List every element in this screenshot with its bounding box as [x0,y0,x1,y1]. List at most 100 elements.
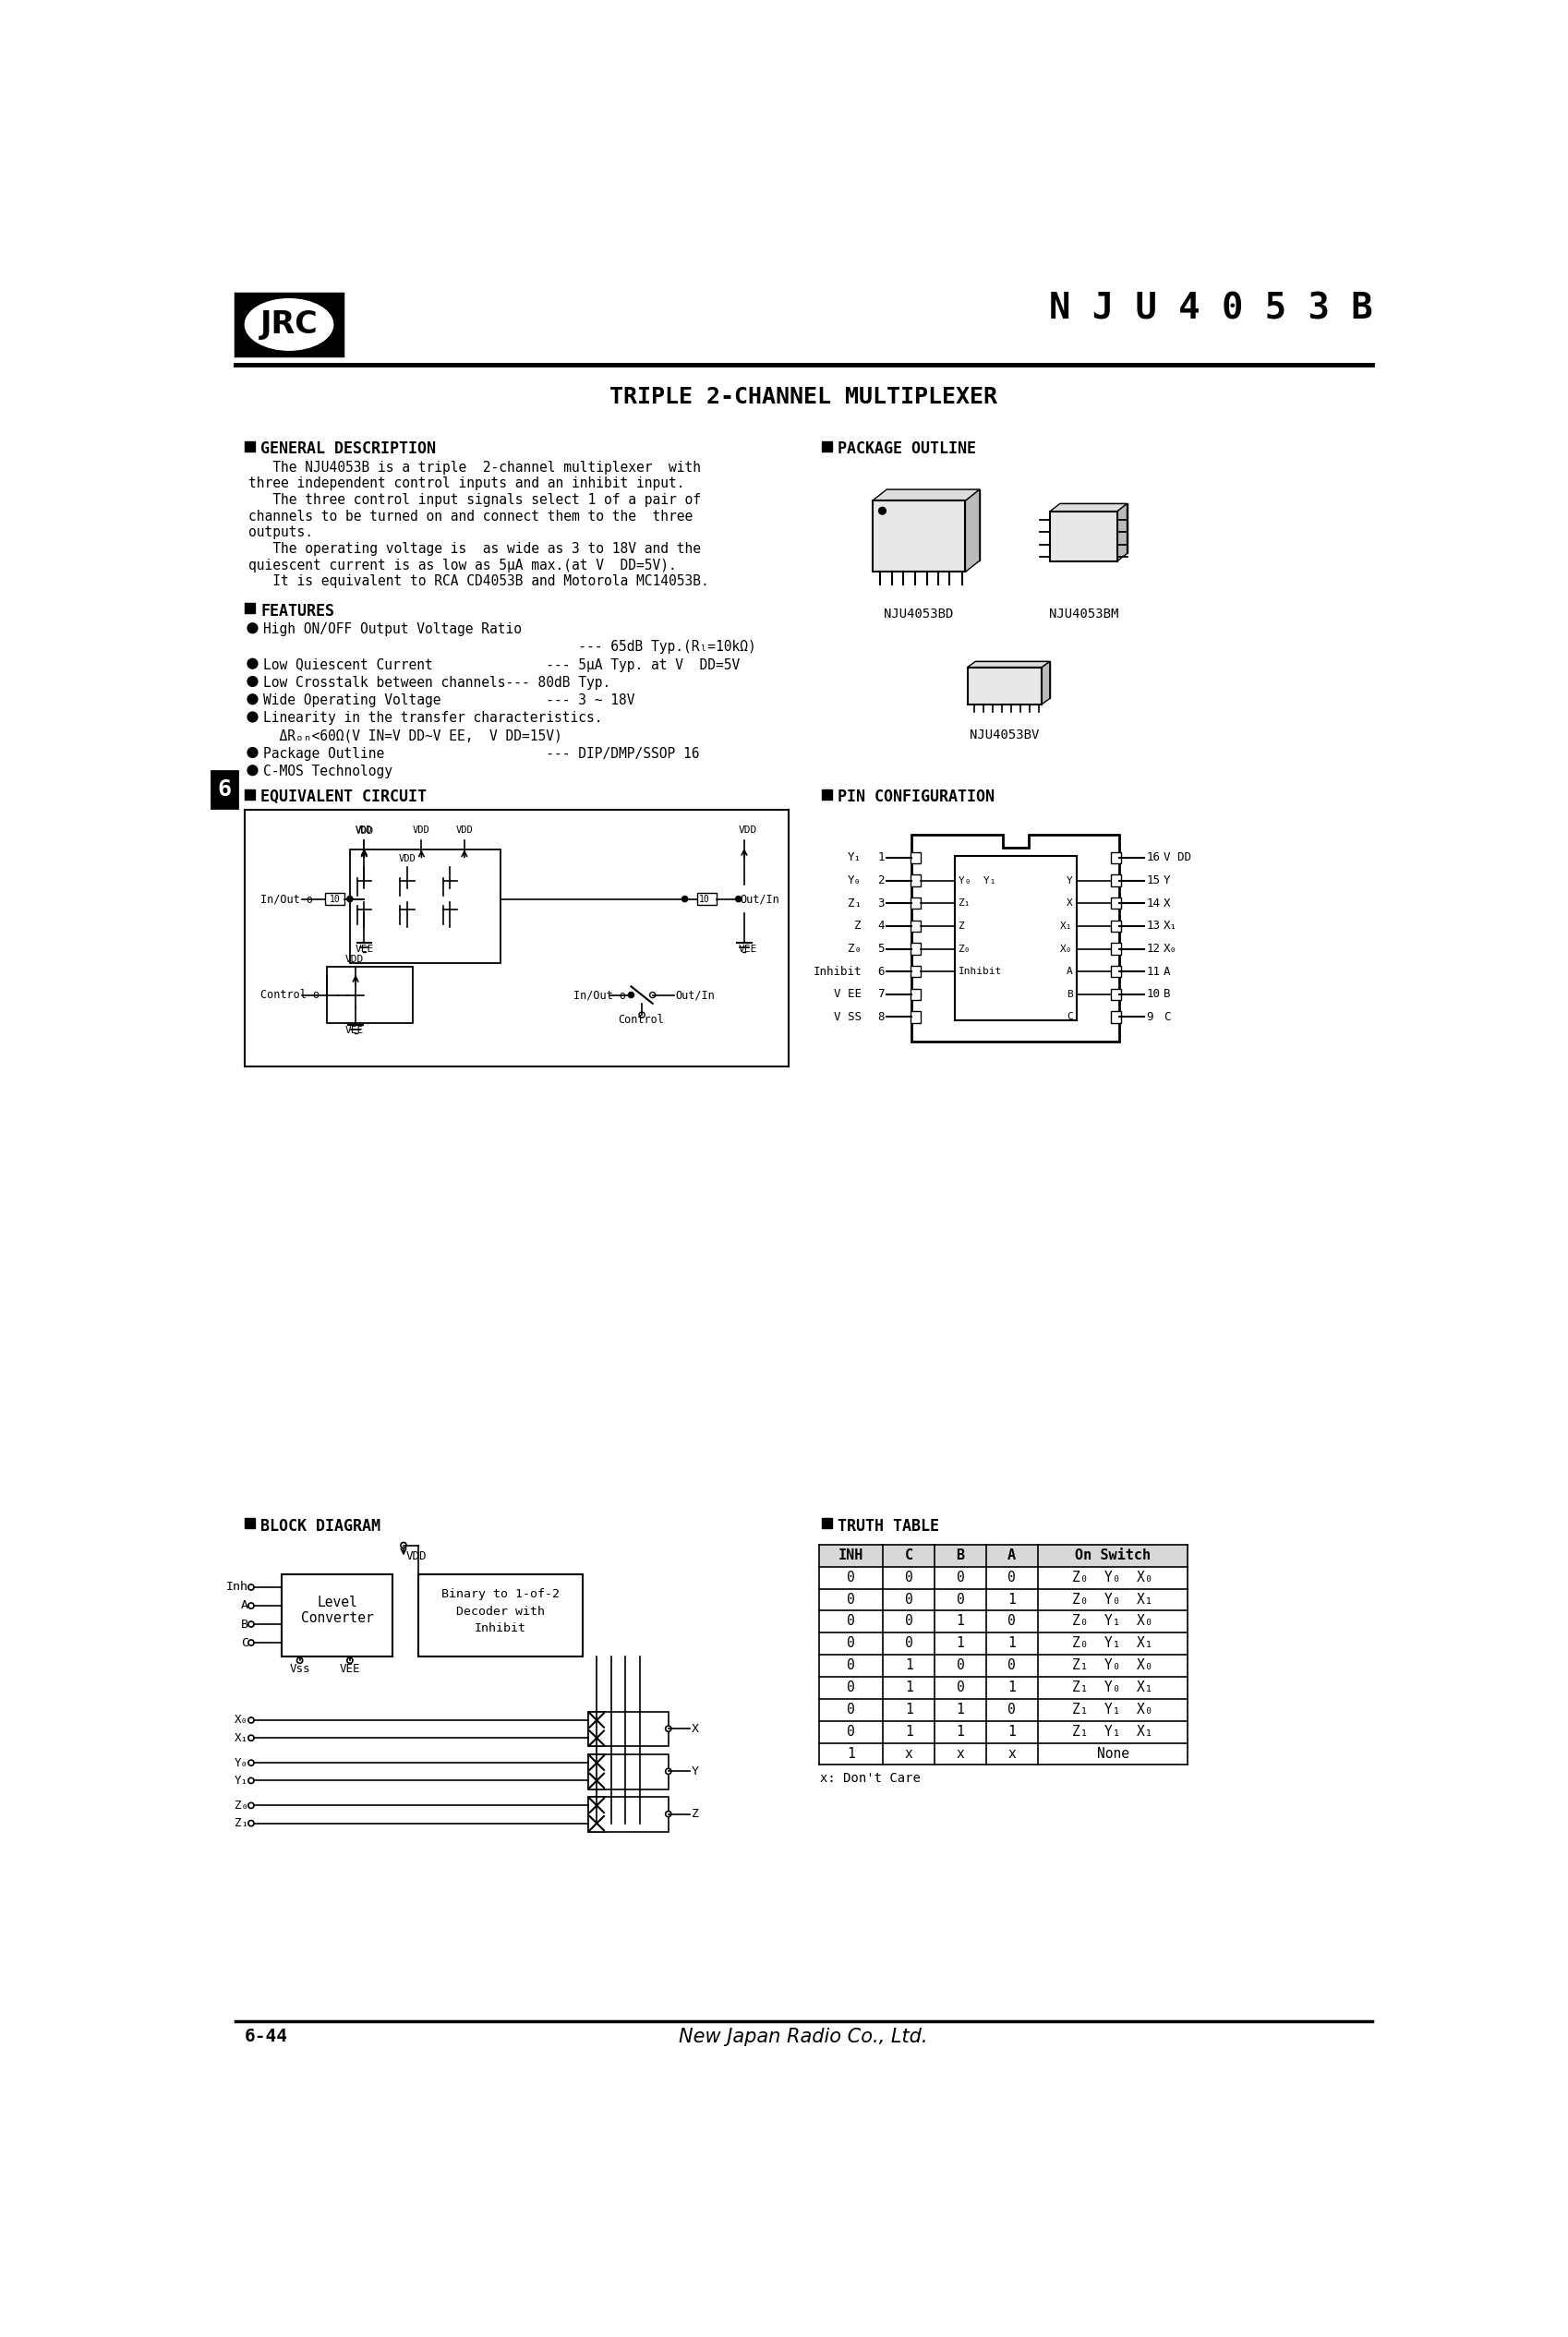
Text: C: C [241,1636,248,1648]
Text: 0: 0 [905,1615,913,1629]
Text: 1: 1 [905,1680,913,1694]
Text: 3: 3 [878,897,884,909]
Text: A: A [1163,965,1170,977]
Text: 1: 1 [1008,1725,1016,1739]
Text: 15: 15 [1146,874,1160,886]
Text: 0: 0 [1008,1615,1016,1629]
Text: 10: 10 [1146,989,1160,1000]
Text: Z₁: Z₁ [848,897,861,909]
Text: 9: 9 [1146,1012,1154,1024]
Polygon shape [1116,505,1127,561]
Text: 0: 0 [847,1659,855,1673]
Bar [1110,944,1121,953]
Text: B: B [241,1617,248,1631]
Text: channels to be turned on and connect them to the  three: channels to be turned on and connect the… [248,509,693,523]
Text: VDD: VDD [345,956,364,965]
Text: Wide Operating Voltage             --- 3 ~ 18V: Wide Operating Voltage --- 3 ~ 18V [263,694,635,708]
Circle shape [665,1811,671,1816]
Bar [328,968,412,1024]
Text: A: A [1066,968,1073,977]
Bar [911,965,920,977]
Text: 0: 0 [847,1704,855,1715]
Bar [245,603,254,612]
Circle shape [665,1725,671,1732]
Circle shape [248,748,257,757]
Bar [282,1575,394,1657]
Circle shape [248,1603,254,1608]
Bar [588,1816,605,1832]
Text: X₀: X₀ [1163,942,1178,956]
Bar [822,1519,833,1528]
Text: 1: 1 [905,1725,913,1739]
Text: B: B [1163,989,1170,1000]
Text: three independent control inputs and an inhibit input.: three independent control inputs and an … [248,477,685,491]
Text: Z₁  Y₀  X₁: Z₁ Y₀ X₁ [1073,1680,1152,1694]
Text: 1: 1 [1008,1591,1016,1606]
Polygon shape [975,661,1051,699]
Text: Z₀: Z₀ [958,944,971,953]
Text: 1: 1 [1008,1680,1016,1694]
Text: C: C [905,1549,913,1561]
Bar [911,944,920,953]
Text: VDD: VDD [456,825,474,834]
Circle shape [248,624,257,633]
Text: In/Out o: In/Out o [574,989,627,1000]
Text: X: X [1163,897,1170,909]
Text: 1: 1 [847,1746,855,1760]
Bar [911,921,920,932]
Text: The NJU4053B is a triple  2-channel multiplexer  with: The NJU4053B is a triple 2-channel multi… [248,460,701,474]
Text: --- 65dB Typ.(Rₗ=10kΩ): --- 65dB Typ.(Rₗ=10kΩ) [263,640,756,654]
Circle shape [735,895,742,902]
Bar [1110,1012,1121,1024]
Circle shape [878,507,886,514]
Text: INH: INH [839,1549,864,1561]
Text: Y₀: Y₀ [848,874,861,886]
Polygon shape [872,488,980,500]
Text: Level: Level [317,1596,358,1610]
Bar [588,1755,605,1771]
Text: V EE: V EE [834,989,861,1000]
Circle shape [336,993,340,998]
Text: Z₀  Y₀  X₀: Z₀ Y₀ X₀ [1073,1570,1152,1584]
Text: VDD: VDD [412,825,430,834]
Text: JRC: JRC [260,308,318,339]
Polygon shape [967,666,1041,703]
Text: PIN CONFIGURATION: PIN CONFIGURATION [837,790,996,806]
Text: Z₀  Y₀  X₁: Z₀ Y₀ X₁ [1073,1591,1152,1606]
Text: NJU4053BD: NJU4053BD [884,608,953,619]
Text: In/Out o: In/Out o [260,893,314,904]
Text: VDD: VDD [398,855,416,862]
Text: 0: 0 [847,1591,855,1606]
Text: 0: 0 [956,1570,964,1584]
Text: Low Quiescent Current              --- 5μA Typ. at V  DD=5V: Low Quiescent Current --- 5μA Typ. at V … [263,659,740,671]
Text: 0: 0 [956,1591,964,1606]
Text: 13: 13 [1146,921,1160,932]
Bar [325,893,345,904]
Text: 5: 5 [878,942,884,956]
Circle shape [665,1769,671,1774]
Text: Binary to 1-of-2: Binary to 1-of-2 [441,1589,560,1601]
Text: Z: Z [958,921,964,930]
Text: 0: 0 [905,1636,913,1650]
Text: x: x [1008,1746,1016,1760]
Text: 0: 0 [956,1659,964,1673]
Text: X: X [691,1722,699,1734]
Text: Decoder with: Decoder with [456,1606,544,1617]
Bar [350,848,500,963]
Circle shape [640,1012,644,1017]
Bar [822,790,833,799]
Text: Inhibit: Inhibit [814,965,861,977]
Bar [588,1711,668,1746]
Text: 0: 0 [1008,1704,1016,1715]
Text: X₁: X₁ [1163,921,1178,932]
Bar [588,1711,605,1729]
Circle shape [248,1584,254,1589]
Text: 1: 1 [956,1725,964,1739]
Bar [212,771,237,809]
Text: C: C [1066,1012,1073,1021]
Text: V SS: V SS [834,1012,861,1024]
Text: Z₀  Y₁  X₁: Z₀ Y₁ X₁ [1073,1636,1152,1650]
Bar [911,1012,920,1024]
Bar [911,874,920,886]
Circle shape [248,1760,254,1767]
